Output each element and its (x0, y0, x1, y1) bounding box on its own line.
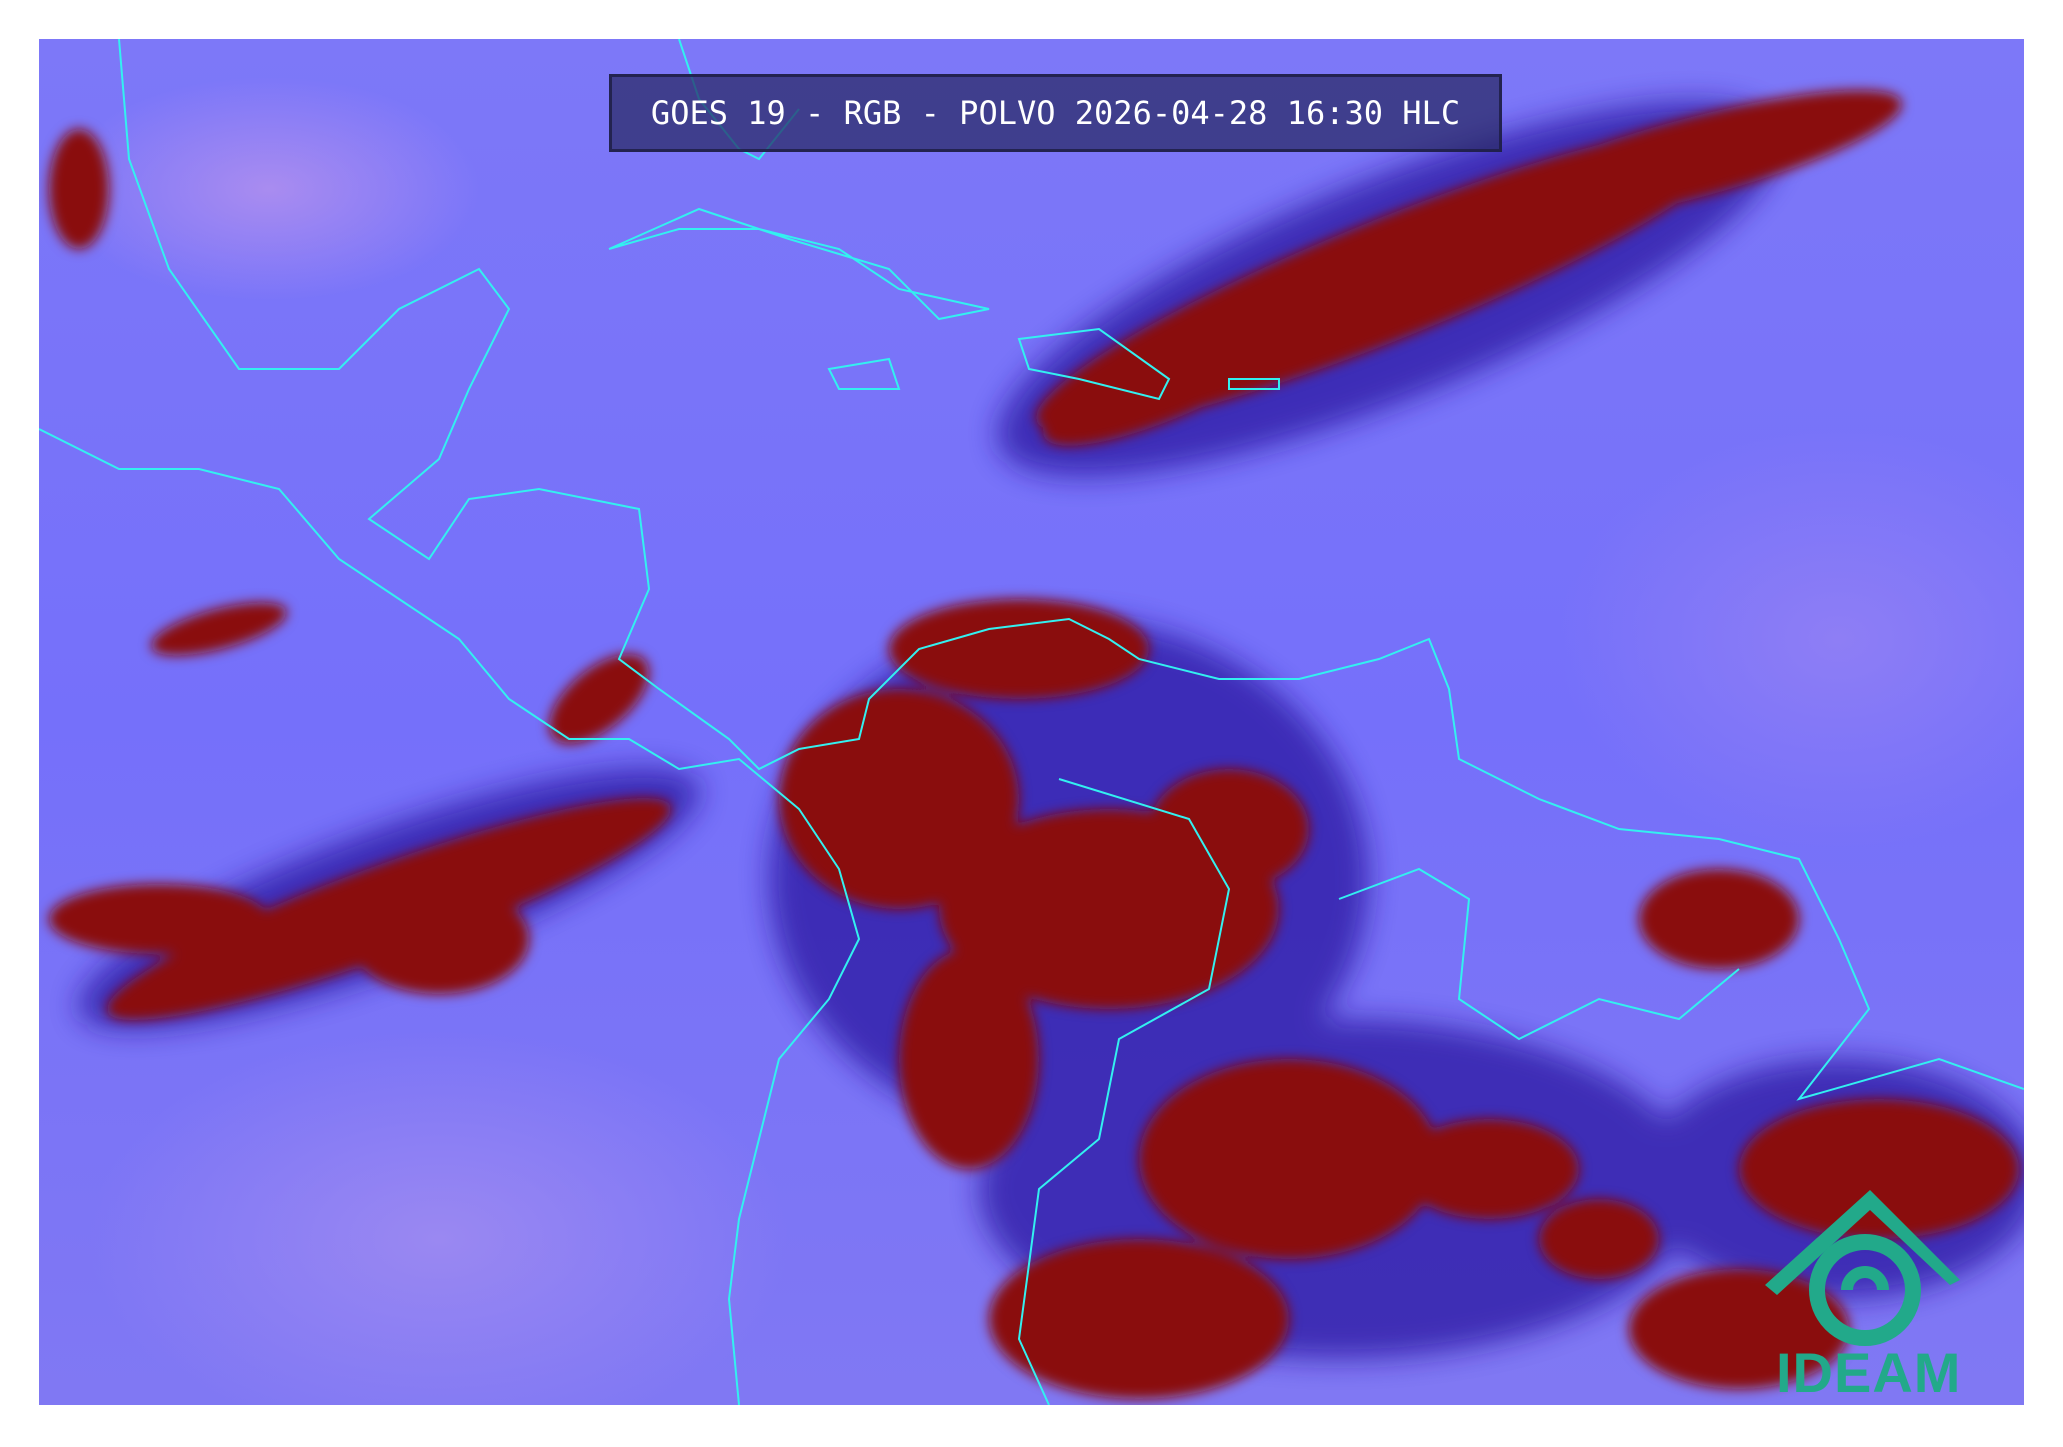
map-title: GOES 19 - RGB - POLVO 2026-04-28 16:30 H… (650, 94, 1461, 132)
satellite-map: GOES 19 - RGB - POLVO 2026-04-28 16:30 H… (39, 39, 2024, 1405)
ideam-logo-text: IDEAM (1776, 1341, 1962, 1404)
map-title-box: GOES 19 - RGB - POLVO 2026-04-28 16:30 H… (609, 74, 1502, 152)
ideam-logo-icon (1765, 1190, 1960, 1346)
cloud-layer (49, 90, 2019, 1399)
dark-halo-layer (77, 101, 2024, 1359)
map-layer (39, 39, 2024, 1405)
